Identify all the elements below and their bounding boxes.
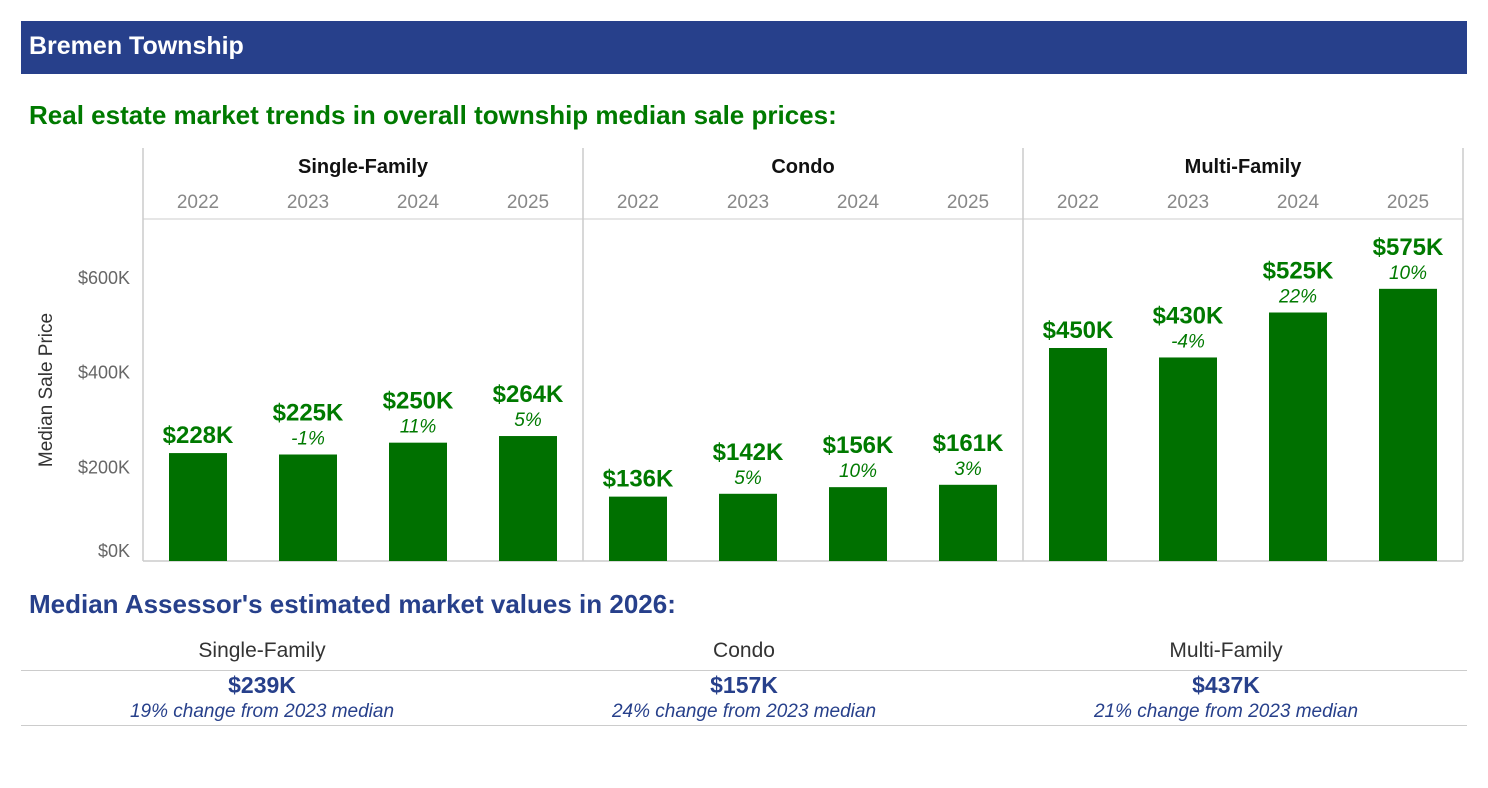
value-label: $136K [603, 466, 674, 493]
trends-heading: Real estate market trends in overall tow… [29, 100, 837, 130]
assessor-note: 21% change from 2023 median [1093, 701, 1359, 722]
bar [169, 453, 227, 561]
assessor-label: Single-Family [198, 639, 326, 662]
assessor-note: 19% change from 2023 median [129, 701, 395, 722]
year-label: 2023 [1167, 192, 1209, 213]
y-tick-label: $0K [98, 541, 130, 561]
year-label: 2024 [1277, 192, 1320, 213]
assessor-label: Multi-Family [1169, 639, 1283, 662]
panel-title: Single-Family [298, 156, 429, 178]
table-bottom-rule [21, 725, 1467, 726]
year-label: 2025 [947, 192, 989, 213]
header-banner: Bremen Township [21, 21, 1467, 74]
assessor-note: 24% change from 2023 median [611, 701, 877, 722]
change-label: 11% [400, 417, 437, 438]
bar [499, 436, 557, 561]
value-label: $225K [273, 400, 344, 427]
value-label: $525K [1263, 258, 1334, 285]
sale-price-chart: $0K $200K $400K $600K Median Sale Price Singl… [36, 148, 1464, 562]
bar [389, 442, 447, 561]
year-label: 2022 [617, 192, 659, 213]
assessor-heading: Median Assessor's estimated market value… [29, 589, 676, 619]
change-label: -4% [1171, 331, 1205, 352]
value-label: $430K [1153, 302, 1224, 329]
bar [609, 496, 667, 561]
value-label: $156K [823, 432, 894, 459]
change-label: 22% [1278, 287, 1317, 308]
change-label: 5% [734, 468, 762, 489]
assessor-value: $437K [1192, 672, 1260, 698]
bar [939, 484, 997, 561]
change-label: 10% [1389, 263, 1427, 284]
year-label: 2023 [727, 192, 769, 213]
bar [1159, 357, 1217, 561]
township-title: Bremen Township [29, 32, 244, 60]
assessor-label: Condo [713, 639, 775, 662]
year-label: 2024 [837, 192, 880, 213]
assessor-value: $239K [228, 672, 296, 698]
bar [1049, 348, 1107, 561]
change-label: -1% [291, 429, 325, 450]
table-divider [21, 670, 1467, 671]
bar [1379, 288, 1437, 561]
value-label: $142K [713, 439, 784, 466]
bar [279, 454, 337, 561]
bar [829, 487, 887, 561]
y-tick-label: $400K [78, 363, 130, 383]
value-label: $228K [163, 422, 234, 449]
y-axis-title: Median Sale Price [36, 313, 57, 467]
bar [1269, 312, 1327, 561]
change-label: 5% [514, 410, 542, 431]
panel-title: Multi-Family [1185, 156, 1303, 178]
change-label: 10% [839, 461, 877, 482]
y-tick-label: $600K [78, 268, 130, 288]
bar [719, 493, 777, 561]
year-label: 2023 [287, 192, 329, 213]
panel-title: Condo [771, 156, 834, 178]
change-label: 3% [954, 459, 982, 480]
year-label: 2022 [177, 192, 219, 213]
year-label: 2025 [507, 192, 549, 213]
y-tick-label: $200K [78, 457, 130, 477]
assessor-value: $157K [710, 672, 778, 698]
year-label: 2022 [1057, 192, 1099, 213]
value-label: $264K [493, 381, 564, 408]
value-label: $450K [1043, 317, 1114, 344]
value-label: $250K [383, 388, 454, 415]
value-label: $575K [1373, 234, 1444, 261]
year-label: 2025 [1387, 192, 1429, 213]
value-label: $161K [933, 430, 1004, 457]
year-label: 2024 [397, 192, 440, 213]
